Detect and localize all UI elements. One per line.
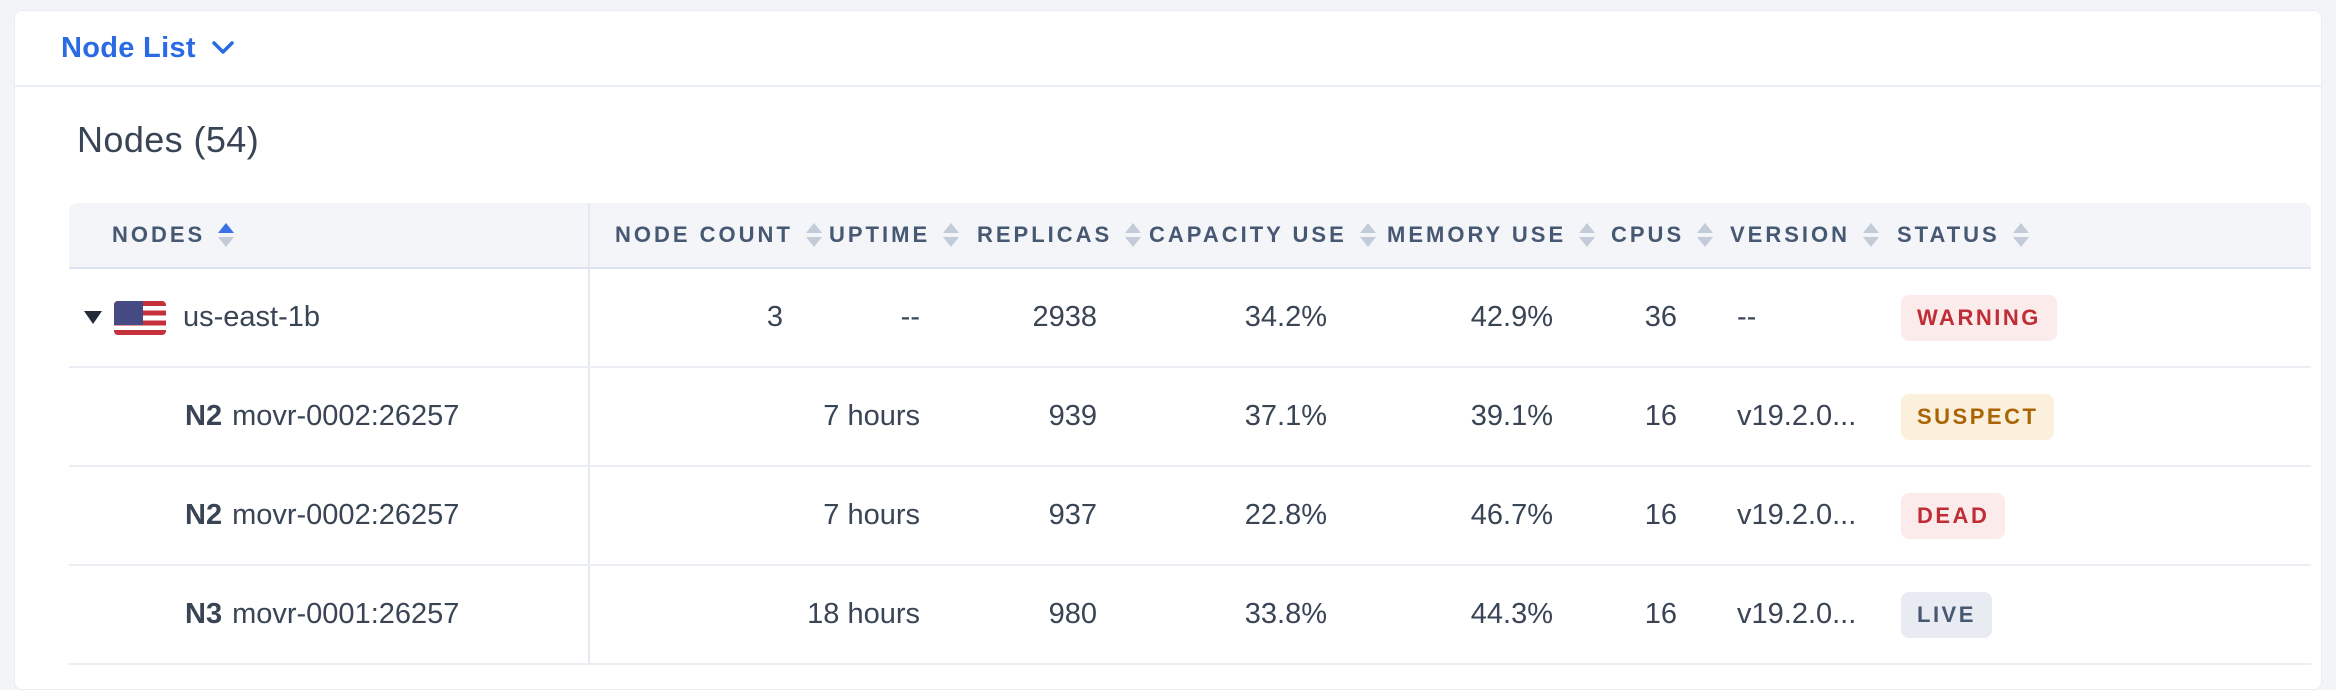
column-header-node-count[interactable]: NODE COUNT xyxy=(590,203,822,267)
sort-icon[interactable] xyxy=(1359,223,1376,247)
sort-icon[interactable] xyxy=(2012,223,2029,247)
node-address: movr-0002:26257 xyxy=(232,499,460,531)
capacity-use-cell: 22.8% xyxy=(1244,499,1327,531)
capacity-use-cell: 33.8% xyxy=(1244,598,1327,630)
status-cell: DEAD xyxy=(1863,492,2311,539)
node-id: N2 xyxy=(185,499,223,531)
sort-icon[interactable] xyxy=(1579,223,1596,247)
status-badge: DEAD xyxy=(1901,492,2006,539)
node-list-dropdown[interactable]: Node List xyxy=(61,31,196,64)
column-header-label: NODES xyxy=(112,222,206,247)
uptime-cell: 18 hours xyxy=(807,598,920,630)
view-switcher-bar: Node List xyxy=(15,11,2321,87)
column-header-uptime[interactable]: UPTIME xyxy=(807,203,960,267)
version-cell: v19.2.0... xyxy=(1737,499,1857,531)
replicas-cell: 937 xyxy=(1048,499,1097,531)
node-name-cell: N2 movr-0002:26257 xyxy=(69,368,590,465)
column-header-capacity-use[interactable]: CAPACITY USE xyxy=(1121,203,1376,267)
column-header-label: STATUS xyxy=(1897,222,2000,247)
column-header-label: REPLICAS xyxy=(977,222,1113,247)
table-row-node[interactable]: N3 movr-0001:26257 18 hours 980 33.8% 44… xyxy=(69,566,2311,665)
region-name: us-east-1b xyxy=(183,301,321,333)
status-badge: SUSPECT xyxy=(1901,393,2055,440)
memory-use-cell: 46.7% xyxy=(1470,499,1553,531)
page-title: Nodes (54) xyxy=(77,119,260,160)
column-header-label: VERSION xyxy=(1730,222,1851,247)
capacity-use-cell: 37.1% xyxy=(1244,400,1327,432)
sort-icon[interactable] xyxy=(1125,223,1142,247)
capacity-use-cell: 34.2% xyxy=(1244,301,1327,333)
memory-use-cell: 42.9% xyxy=(1470,301,1553,333)
region-name-cell: us-east-1b xyxy=(69,269,590,366)
column-header-label: UPTIME xyxy=(829,222,931,247)
status-cell: WARNING xyxy=(1863,294,2311,341)
column-header-label: NODE COUNT xyxy=(615,222,793,247)
status-badge: LIVE xyxy=(1901,591,1992,638)
column-header-status[interactable]: STATUS xyxy=(1863,203,2311,267)
replicas-cell: 980 xyxy=(1048,598,1097,630)
version-cell: -- xyxy=(1737,301,1757,333)
uptime-cell: 7 hours xyxy=(823,499,920,531)
cpus-cell: 36 xyxy=(1644,301,1677,333)
table-header-row: NODES NODE COUNT UPTIME REPLICAS CAPACIT… xyxy=(69,203,2311,269)
us-flag-icon xyxy=(114,300,166,335)
node-address: movr-0001:26257 xyxy=(232,598,460,630)
node-address: movr-0002:26257 xyxy=(232,400,460,432)
cpus-cell: 16 xyxy=(1644,499,1677,531)
column-header-label: CPUS xyxy=(1611,222,1685,247)
version-cell: v19.2.0... xyxy=(1737,400,1857,432)
column-header-label: MEMORY USE xyxy=(1387,222,1567,247)
table-row-node[interactable]: N2 movr-0002:26257 7 hours 937 22.8% 46.… xyxy=(69,467,2311,566)
column-header-label: CAPACITY USE xyxy=(1149,222,1347,247)
column-header-memory-use[interactable]: MEMORY USE xyxy=(1351,203,1596,267)
sort-icon[interactable] xyxy=(218,223,235,247)
column-header-replicas[interactable]: REPLICAS xyxy=(944,203,1142,267)
uptime-cell: 7 hours xyxy=(823,400,920,432)
memory-use-cell: 39.1% xyxy=(1470,400,1553,432)
memory-use-cell: 44.3% xyxy=(1470,598,1553,630)
sort-icon[interactable] xyxy=(1697,223,1714,247)
table-row-region[interactable]: us-east-1b 3 -- 2938 34.2% 42.9% 36 -- W… xyxy=(69,269,2311,368)
column-header-cpus[interactable]: CPUS xyxy=(1577,203,1714,267)
replicas-cell: 2938 xyxy=(1032,301,1097,333)
status-cell: LIVE xyxy=(1863,591,2311,638)
column-header-version[interactable]: VERSION xyxy=(1701,203,1880,267)
node-count-cell: 3 xyxy=(766,301,783,333)
node-name-cell: N3 movr-0001:26257 xyxy=(69,566,590,663)
nodes-table: NODES NODE COUNT UPTIME REPLICAS CAPACIT… xyxy=(69,203,2311,665)
cpus-cell: 16 xyxy=(1644,598,1677,630)
chevron-down-icon[interactable] xyxy=(212,41,234,60)
sort-icon[interactable] xyxy=(1863,223,1880,247)
status-cell: SUSPECT xyxy=(1863,393,2311,440)
table-row-node[interactable]: N2 movr-0002:26257 7 hours 939 37.1% 39.… xyxy=(69,368,2311,467)
replicas-cell: 939 xyxy=(1048,400,1097,432)
node-id: N2 xyxy=(185,400,223,432)
status-badge: WARNING xyxy=(1901,294,2057,341)
uptime-cell: -- xyxy=(900,301,920,333)
node-name-cell: N2 movr-0002:26257 xyxy=(69,467,590,564)
sort-icon[interactable] xyxy=(805,223,822,247)
cpus-cell: 16 xyxy=(1644,400,1677,432)
node-list-card: Node List Nodes (54) NODES NODE COUNT UP… xyxy=(14,10,2322,690)
node-id: N3 xyxy=(185,598,223,630)
version-cell: v19.2.0... xyxy=(1737,598,1857,630)
sort-icon[interactable] xyxy=(943,223,960,247)
collapse-caret-icon[interactable] xyxy=(80,311,106,324)
column-header-nodes[interactable]: NODES xyxy=(69,203,590,267)
